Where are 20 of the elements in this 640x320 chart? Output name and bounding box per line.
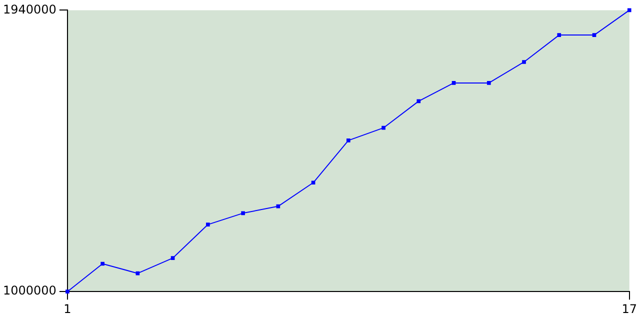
y-tick-label: 1940000 bbox=[2, 2, 56, 16]
point bbox=[486, 81, 491, 85]
point bbox=[522, 60, 526, 64]
y-tick-label: 1000000 bbox=[2, 284, 56, 298]
point bbox=[311, 180, 316, 185]
point bbox=[206, 222, 210, 226]
point bbox=[382, 126, 386, 130]
point bbox=[557, 33, 562, 37]
x-tick-label: 1 bbox=[64, 302, 72, 316]
point bbox=[100, 262, 104, 266]
point bbox=[241, 211, 245, 216]
point bbox=[346, 138, 350, 142]
point bbox=[592, 33, 596, 37]
point bbox=[170, 256, 175, 260]
point bbox=[136, 271, 140, 276]
point bbox=[452, 81, 456, 85]
point bbox=[416, 99, 421, 104]
x-tick-label: 17 bbox=[622, 302, 638, 316]
point bbox=[66, 290, 70, 294]
point bbox=[627, 8, 632, 12]
